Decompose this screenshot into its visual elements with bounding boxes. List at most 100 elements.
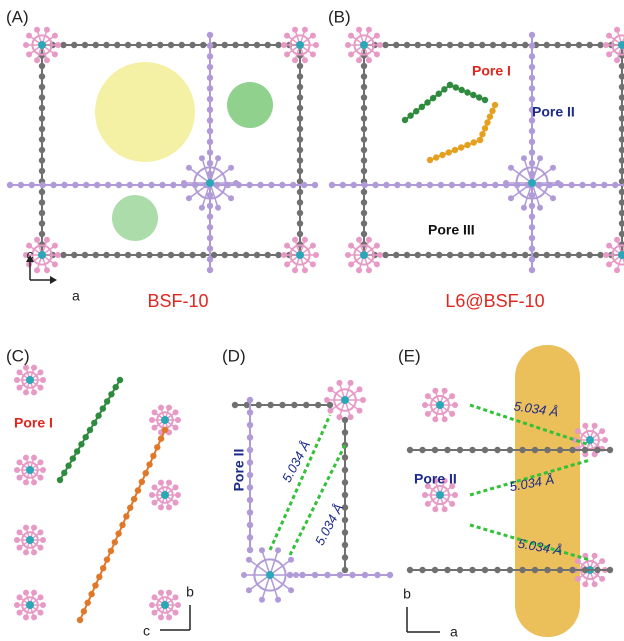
- atom: [151, 499, 158, 506]
- atom: [324, 571, 331, 579]
- atom: [581, 566, 589, 574]
- axis-label: b: [186, 584, 194, 600]
- atom: [528, 42, 536, 49]
- arrow-head: [50, 276, 57, 284]
- atom: [339, 181, 347, 189]
- atom: [172, 609, 179, 616]
- atom: [200, 251, 207, 259]
- atom: [37, 529, 44, 536]
- atom: [43, 26, 50, 33]
- atom: [341, 554, 349, 561]
- atom: [591, 581, 598, 588]
- atom: [360, 136, 368, 143]
- atom: [597, 41, 604, 49]
- atom: [386, 571, 394, 579]
- atom: [166, 479, 173, 486]
- atom: [436, 251, 443, 259]
- atom: [403, 41, 411, 49]
- atom: [157, 404, 164, 411]
- atom: [232, 251, 239, 259]
- atom: [296, 209, 304, 217]
- atom: [291, 401, 298, 409]
- atom: [206, 245, 214, 252]
- ring: [333, 388, 357, 412]
- atom: [40, 602, 46, 608]
- metal: [360, 251, 368, 259]
- atom: [246, 471, 254, 479]
- atom: [431, 566, 439, 574]
- atom: [356, 386, 363, 393]
- atom: [51, 242, 58, 249]
- atom: [189, 251, 196, 259]
- atom: [528, 95, 536, 103]
- atom: [456, 566, 464, 574]
- atom: [22, 614, 29, 621]
- atom: [206, 53, 214, 60]
- atom: [581, 446, 589, 454]
- atom: [38, 167, 46, 175]
- atom: [103, 251, 110, 259]
- atom: [565, 251, 572, 259]
- atom: [528, 192, 536, 199]
- atom: [426, 181, 434, 189]
- atom: [114, 251, 121, 259]
- atom: [92, 251, 99, 259]
- atom: [476, 136, 484, 144]
- atom: [50, 181, 57, 189]
- atom: [157, 614, 164, 621]
- atom: [150, 452, 157, 460]
- atom: [365, 26, 372, 33]
- pore-label: Pore I: [14, 415, 53, 431]
- atom: [489, 107, 496, 115]
- atom: [348, 242, 355, 249]
- atom: [569, 446, 576, 454]
- atom: [246, 509, 254, 516]
- atom: [172, 484, 179, 491]
- atom: [206, 138, 214, 146]
- atom: [470, 181, 477, 189]
- atom: [296, 73, 304, 80]
- atom: [591, 552, 598, 559]
- atom: [215, 204, 222, 211]
- atom: [614, 267, 621, 274]
- atom: [431, 446, 439, 454]
- atom: [151, 484, 158, 491]
- metal: [528, 179, 536, 187]
- atom: [91, 419, 98, 427]
- atom: [451, 146, 459, 154]
- atom: [348, 51, 355, 58]
- atom: [138, 478, 146, 486]
- atom: [531, 446, 539, 454]
- atom: [441, 506, 448, 513]
- atom: [468, 251, 475, 259]
- atom: [37, 369, 44, 376]
- atom: [43, 267, 50, 274]
- atom: [290, 181, 297, 189]
- atom: [468, 41, 475, 49]
- atom: [296, 188, 304, 196]
- atom: [341, 491, 349, 499]
- atom: [528, 245, 536, 252]
- atom: [418, 103, 426, 111]
- atom: [422, 402, 428, 408]
- pore-label: Pore II: [532, 104, 575, 120]
- atom: [38, 199, 46, 206]
- atom: [16, 369, 23, 376]
- atom: [457, 251, 464, 259]
- atom: [328, 181, 336, 189]
- atom: [103, 556, 111, 563]
- structures: [6, 26, 624, 637]
- atom: [301, 236, 308, 243]
- ring: [353, 244, 375, 266]
- metal: [618, 41, 624, 49]
- atom: [232, 41, 239, 49]
- atom: [246, 546, 254, 554]
- atom: [528, 85, 536, 92]
- atom: [43, 57, 50, 64]
- atom: [146, 41, 153, 49]
- atom: [37, 384, 44, 391]
- bond: [510, 167, 533, 184]
- atom: [17, 181, 25, 189]
- atom: [441, 387, 448, 394]
- atom: [206, 149, 214, 156]
